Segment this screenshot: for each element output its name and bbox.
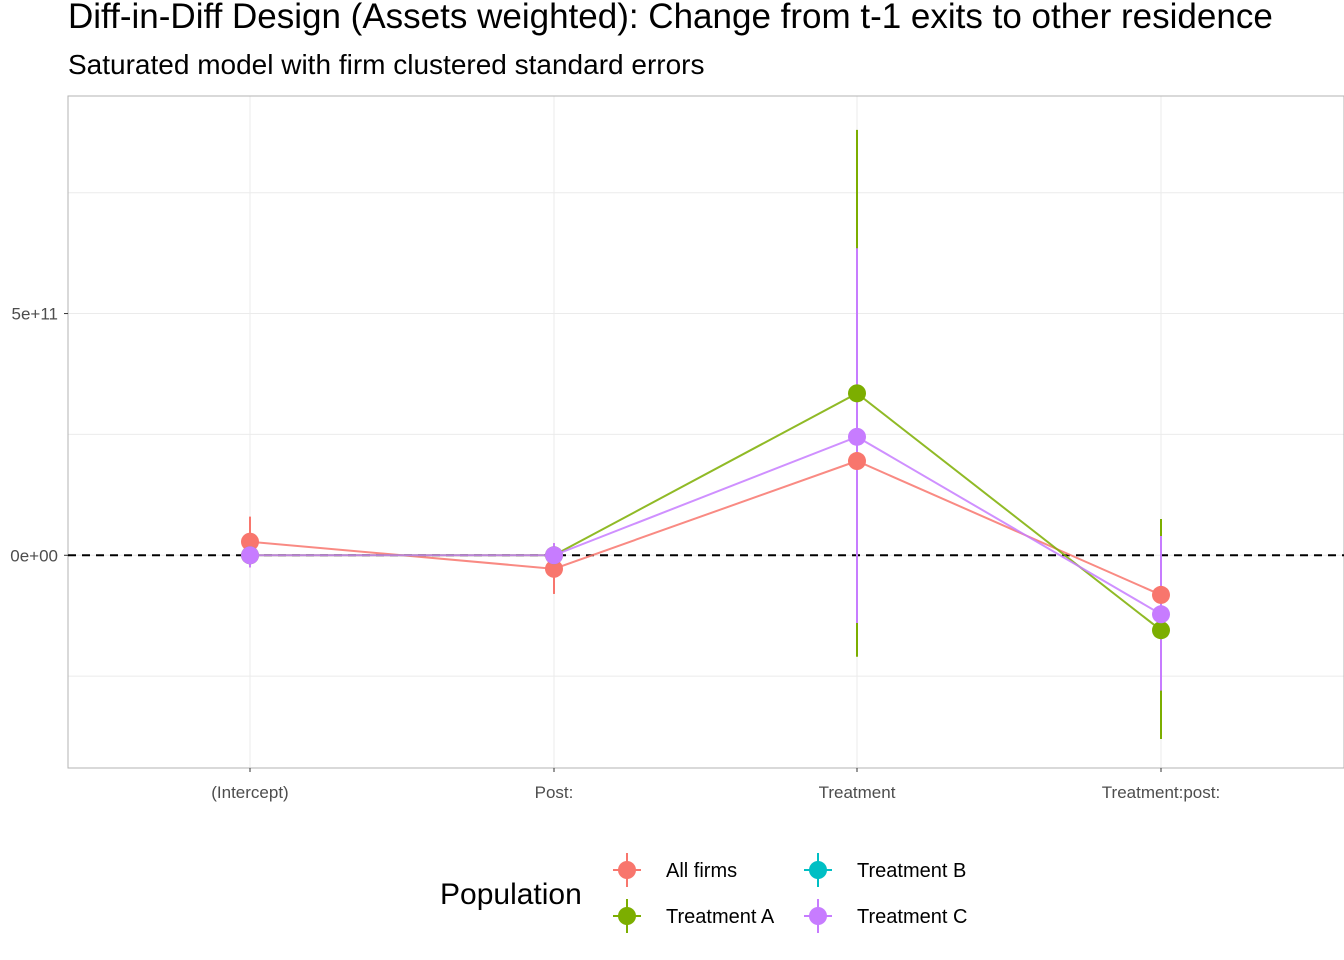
x-tick-label: (Intercept) <box>211 783 288 802</box>
legend-key-point-treatment-a <box>618 907 636 925</box>
data-point-all-firms <box>241 532 259 551</box>
legend-key-point-treatment-b <box>809 861 827 879</box>
x-tick-label: Treatment:post: <box>1102 783 1220 802</box>
legend-key-point-treatment-c <box>809 907 827 925</box>
data-point-treatment-a <box>848 384 866 403</box>
legend-label-all-firms: All firms <box>666 860 737 882</box>
data-point-all-firms <box>545 559 563 578</box>
y-tick-label: 0e+00 <box>10 546 58 565</box>
x-tick-label: Post: <box>535 783 574 802</box>
x-axis-ticks: (Intercept) Post: Treatment Treatment:post: <box>211 768 1220 802</box>
plot-border <box>67 95 1344 769</box>
data-point-all-firms <box>1152 585 1170 604</box>
data-point-treatment-c <box>848 427 866 446</box>
legend-title: Population <box>440 878 582 911</box>
y-axis-ticks: 0e+00 5e+11 <box>10 305 68 565</box>
legend-key-point-all-firms <box>618 861 636 879</box>
chart-title: Diff-in-Diff Design (Assets weighted): C… <box>68 0 1273 36</box>
data-point-treatment-c <box>1152 605 1170 624</box>
chart-subtitle: Saturated model with firm clustered stan… <box>68 49 705 80</box>
legend-label-treatment-c: Treatment C <box>857 906 967 928</box>
data-point-all-firms <box>848 452 866 471</box>
series-lines <box>249 392 1162 632</box>
x-tick-label: Treatment <box>819 783 896 802</box>
legend: Population All firms Treatment A Treatment… <box>440 853 967 933</box>
series-line-all-firms <box>249 459 1162 596</box>
data-point-treatment-c <box>241 546 259 565</box>
grid-lines <box>68 96 1344 768</box>
series-line-treatment-a <box>250 392 1162 632</box>
data-points <box>241 384 1170 640</box>
series-line-treatment-c <box>250 435 1162 616</box>
data-point-treatment-c <box>545 546 563 565</box>
legend-label-treatment-b: Treatment B <box>857 860 966 882</box>
legend-label-treatment-a: Treatment A <box>666 906 775 928</box>
y-tick-label: 5e+11 <box>12 305 58 324</box>
data-point-treatment-a <box>1152 621 1170 640</box>
